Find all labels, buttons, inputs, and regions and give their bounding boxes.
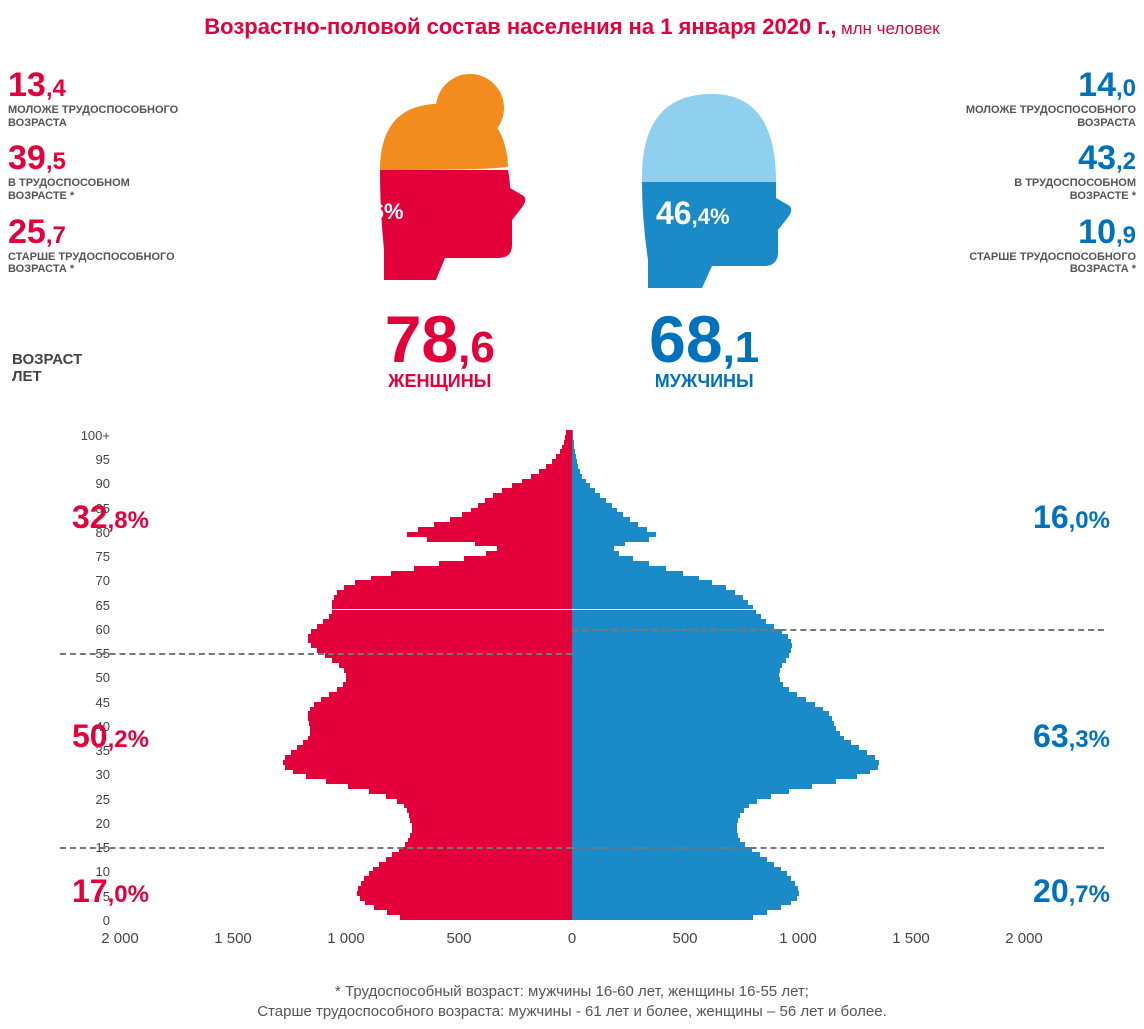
x-tick-label: 1 500 <box>214 930 252 947</box>
title-sub: млн человек <box>841 19 940 38</box>
chart-title: Возрастно-половой состав населения на 1 … <box>0 14 1144 40</box>
segment-pct: 50,2% <box>72 718 149 755</box>
x-tick-label: 500 <box>446 930 471 947</box>
y-tick-label: 75 <box>70 549 110 564</box>
x-tick-label: 1 500 <box>892 930 930 947</box>
male-head-icon <box>604 70 804 290</box>
divider-line <box>60 847 572 849</box>
title-main: Возрастно-половой состав населения на 1 … <box>204 14 836 39</box>
segment-pct: 63,3% <box>1033 718 1110 755</box>
bar-female <box>400 915 572 920</box>
y-tick-label: 20 <box>70 816 110 831</box>
y-tick-label: 45 <box>70 695 110 710</box>
footnote-l2: Старше трудоспособного возраста: мужчины… <box>0 1002 1144 1022</box>
y-tick-label: 70 <box>70 573 110 588</box>
footnote-l1: * Трудоспособный возраст: мужчины 16-60 … <box>0 982 1144 1002</box>
male-pct-label: 46,4% <box>656 195 730 232</box>
x-tick-label: 0 <box>568 930 576 947</box>
divider-line <box>572 847 1104 849</box>
population-pyramid: 100+959085807570656055504540353025201510… <box>50 430 1094 952</box>
y-tick-label: 90 <box>70 476 110 491</box>
x-tick-label: 2 000 <box>1005 930 1043 947</box>
segment-pct: 32,8% <box>72 499 149 536</box>
y-tick-label: 25 <box>70 792 110 807</box>
female-pct-label: 53,6% <box>330 190 404 227</box>
infographic-root: Возрастно-половой состав населения на 1 … <box>0 0 1144 1029</box>
y-tick-label: 95 <box>70 452 110 467</box>
y-tick-label: 30 <box>70 767 110 782</box>
y-tick-label: 65 <box>70 598 110 613</box>
y-tick-label: 0 <box>70 913 110 928</box>
y-tick-label: 60 <box>70 622 110 637</box>
bar-male <box>572 915 753 920</box>
divider-line <box>572 629 1104 631</box>
x-axis-labels: 2 000 1 500 1 000 500 0 500 1 000 1 500 2 000 <box>50 930 1094 950</box>
pyramid-row <box>120 915 1024 920</box>
segment-pct: 20,7% <box>1033 873 1110 910</box>
x-tick-label: 1 000 <box>779 930 817 947</box>
female-head-block: 78,6 ЖЕНЩИНЫ <box>340 70 540 392</box>
x-tick-label: 2 000 <box>101 930 139 947</box>
footnote: * Трудоспособный возраст: мужчины 16-60 … <box>0 982 1144 1021</box>
male-label: МУЖЧИНЫ <box>604 371 804 392</box>
male-total: 68,1 <box>604 301 804 377</box>
head-icons-row: 78,6 ЖЕНЩИНЫ 68,1 МУЖЧИНЫ <box>0 70 1144 392</box>
x-tick-label: 1 000 <box>327 930 365 947</box>
female-head-icon <box>340 70 540 290</box>
y-axis-title: ВОЗРАСТЛЕТ <box>12 352 112 385</box>
female-total: 78,6 <box>340 301 540 377</box>
segment-pct: 17,0% <box>72 873 149 910</box>
x-tick-label: 500 <box>672 930 697 947</box>
segment-pct: 16,0% <box>1033 499 1110 536</box>
y-tick-label: 100+ <box>70 428 110 443</box>
y-tick-label: 50 <box>70 670 110 685</box>
divider-line <box>60 653 572 655</box>
female-label: ЖЕНЩИНЫ <box>340 371 540 392</box>
